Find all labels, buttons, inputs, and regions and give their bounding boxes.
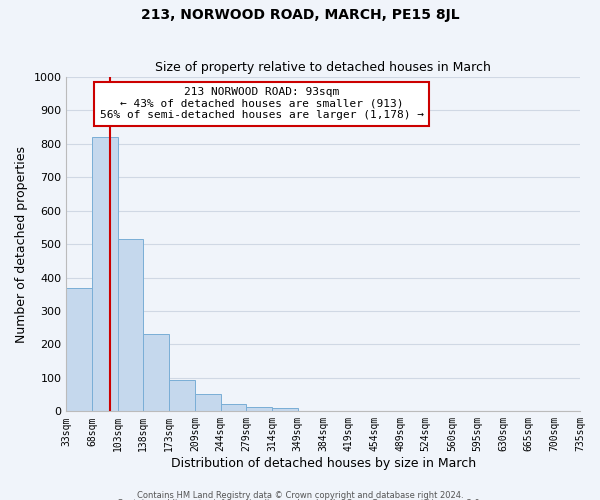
Bar [298,410,323,412]
Text: 213, NORWOOD ROAD, MARCH, PE15 8JL: 213, NORWOOD ROAD, MARCH, PE15 8JL [140,8,460,22]
Bar [195,394,221,411]
Bar [169,380,195,412]
Bar [272,408,298,412]
Title: Size of property relative to detached houses in March: Size of property relative to detached ho… [155,62,491,74]
Text: Contains HM Land Registry data © Crown copyright and database right 2024.: Contains HM Land Registry data © Crown c… [137,490,463,500]
Bar [67,288,92,412]
Bar [247,406,272,412]
Bar [221,404,247,411]
Bar [143,334,169,411]
X-axis label: Distribution of detached houses by size in March: Distribution of detached houses by size … [170,457,476,470]
Bar [118,239,143,412]
Bar [92,137,118,411]
Y-axis label: Number of detached properties: Number of detached properties [15,146,28,342]
Text: 213 NORWOOD ROAD: 93sqm
← 43% of detached houses are smaller (913)
56% of semi-d: 213 NORWOOD ROAD: 93sqm ← 43% of detache… [100,87,424,120]
Text: Contains public sector information licensed under the Open Government Licence v3: Contains public sector information licen… [118,499,482,500]
